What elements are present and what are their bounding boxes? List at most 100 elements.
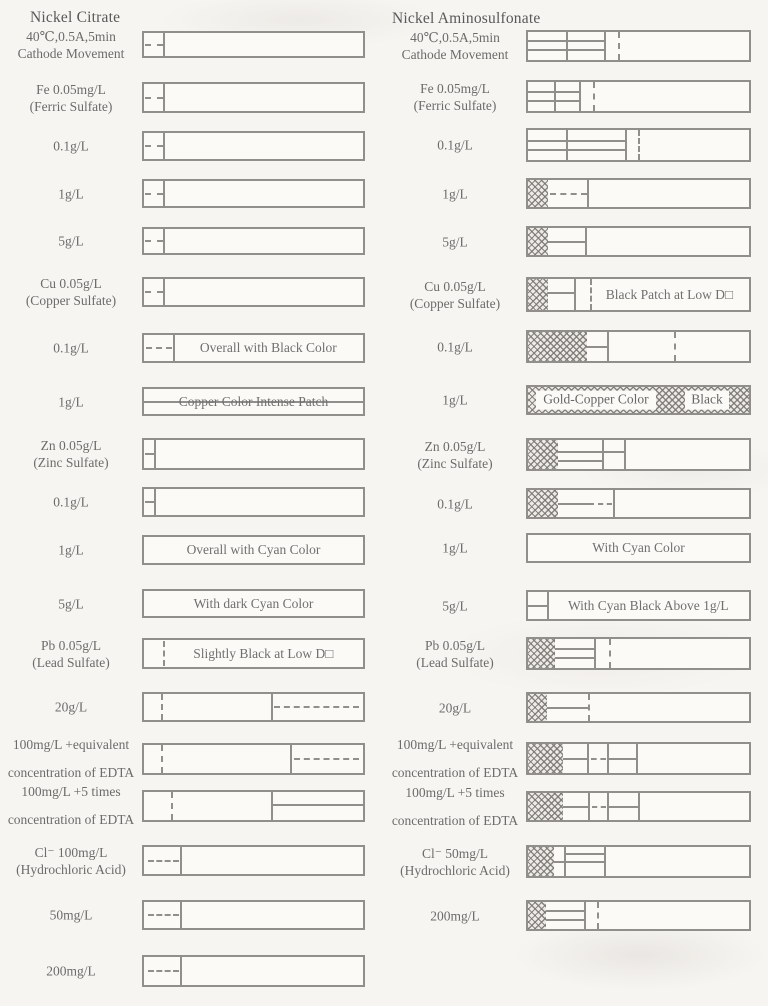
horizontal-divider xyxy=(528,149,627,152)
row-label: 0.1g/L xyxy=(386,338,524,355)
row-label: Zn 0.05g/L (Zinc Sulfate) xyxy=(2,437,140,471)
vertical-divider xyxy=(625,130,628,160)
row-label-line: concentration of EDTA xyxy=(391,764,519,780)
column-title-nickel-citrate: Nickel Citrate xyxy=(30,9,121,26)
hatched-region xyxy=(528,332,587,361)
row-label-line: 0.1g/L xyxy=(53,138,89,154)
result-bar xyxy=(142,692,365,722)
dashed-vertical-line xyxy=(171,792,174,820)
row-label-line: 1g/L xyxy=(442,540,468,556)
hatched-region xyxy=(528,279,548,310)
horizontal-divider xyxy=(565,852,605,855)
row-label: Fe 0.05mg/L (Ferric Sulfate) xyxy=(2,81,140,115)
dashed-horizontal-line xyxy=(590,757,607,760)
result-bar: With Cyan Color xyxy=(526,533,751,563)
row-label-line: Cl⁻ 50mg/L xyxy=(421,845,488,861)
bar-annotation: With dark Cyan Color xyxy=(193,595,314,611)
row-label-line: 100mg/L +equivalent xyxy=(396,736,514,752)
vertical-divider xyxy=(593,639,596,668)
row-label-line: 0.1g/L xyxy=(53,494,89,510)
row-label: 5g/L xyxy=(386,233,524,250)
vertical-divider xyxy=(162,33,165,56)
result-bar: Copper Color Intense Patch xyxy=(142,387,365,416)
row-label-line: 100mg/L +5 times xyxy=(21,784,121,799)
row-label: Cl⁻ 50mg/L (Hydrochloric Acid) xyxy=(386,845,524,879)
horizontal-divider xyxy=(546,706,589,709)
vertical-divider xyxy=(179,847,182,874)
dashed-horizontal-line xyxy=(145,96,163,99)
vertical-divider xyxy=(290,745,293,773)
column-title-nickel-aminosulfonate: Nickel Aminosulfonate xyxy=(392,10,541,27)
dashed-horizontal-line xyxy=(148,859,180,862)
dashed-horizontal-line xyxy=(145,145,163,147)
bar-annotation: Slightly Black at Low D□ xyxy=(193,645,334,661)
dashed-vertical-line xyxy=(592,82,595,111)
vertical-divider xyxy=(579,82,582,111)
row-label: 1g/L xyxy=(2,393,140,410)
horizontal-divider xyxy=(558,460,603,463)
horizontal-divider xyxy=(545,909,585,912)
row-label-line: 0.1g/L xyxy=(437,496,473,511)
dashed-vertical-line xyxy=(637,130,640,160)
dashed-horizontal-line xyxy=(294,758,359,760)
vertical-divider xyxy=(603,32,606,60)
hatched-region xyxy=(528,180,548,207)
row-label-line: (Hydrochloric Acid) xyxy=(400,862,510,878)
horizontal-divider xyxy=(144,400,363,403)
row-label-line: Cu 0.05g/L xyxy=(424,278,486,294)
vertical-divider xyxy=(624,440,627,469)
vertical-divider xyxy=(153,440,156,468)
horizontal-divider xyxy=(563,757,588,760)
result-bar xyxy=(142,131,365,161)
horizontal-divider xyxy=(528,90,581,93)
row-label-line: 0.1g/L xyxy=(437,137,473,153)
vertical-divider xyxy=(162,84,165,111)
dashed-vertical-line xyxy=(596,902,599,929)
result-bar xyxy=(526,178,751,209)
vertical-divider xyxy=(566,130,569,160)
row-label-line: (Zinc Sulfate) xyxy=(33,455,109,470)
vertical-divider xyxy=(566,32,569,60)
dashed-horizontal-line xyxy=(145,453,154,455)
vertical-divider xyxy=(270,694,273,720)
hatched-region xyxy=(528,744,564,773)
hatched-region xyxy=(528,440,559,469)
result-bar xyxy=(526,226,751,257)
horizontal-divider xyxy=(271,804,363,807)
row-label: Cu 0.05g/L (Copper Sulfate) xyxy=(386,278,524,312)
result-bar: With dark Cyan Color xyxy=(142,589,365,618)
dashed-horizontal-line xyxy=(274,706,359,708)
row-label-line: (Lead Sulfate) xyxy=(32,654,110,670)
row-label-line: concentration of EDTA xyxy=(7,812,135,827)
horizontal-divider xyxy=(563,805,589,808)
row-label: 5g/L xyxy=(386,597,524,614)
vertical-divider xyxy=(162,229,165,253)
result-bar xyxy=(142,900,365,930)
horizontal-divider xyxy=(608,805,639,808)
result-bar: Overall with Black Color xyxy=(142,333,365,363)
dashed-vertical-line xyxy=(674,332,677,361)
horizontal-divider xyxy=(553,861,605,864)
row-label: Pb 0.05g/L (Lead Sulfate) xyxy=(386,637,524,671)
horizontal-divider xyxy=(528,604,548,607)
horizontal-divider xyxy=(555,656,595,659)
horizontal-divider xyxy=(545,918,585,921)
result-bar xyxy=(526,742,751,775)
row-label-line: Zn 0.05g/L xyxy=(424,438,486,454)
result-bar xyxy=(526,438,751,471)
row-label: Fe 0.05mg/L (Ferric Sulfate) xyxy=(386,80,524,114)
vertical-divider xyxy=(162,133,165,159)
vertical-divider xyxy=(153,489,156,515)
horizontal-divider xyxy=(587,345,608,348)
bar-annotation-box: Black xyxy=(684,390,730,410)
dashed-horizontal-line xyxy=(145,43,163,46)
hatched-region xyxy=(528,639,556,668)
row-label-line: Cathode Movement xyxy=(401,47,509,62)
row-label: 20g/L xyxy=(2,699,140,716)
row-label: 1g/L xyxy=(386,185,524,202)
row-label-line: 5g/L xyxy=(442,598,468,613)
result-bar xyxy=(142,487,365,517)
row-label-line: 20g/L xyxy=(54,699,88,715)
hatched-region xyxy=(528,694,547,721)
